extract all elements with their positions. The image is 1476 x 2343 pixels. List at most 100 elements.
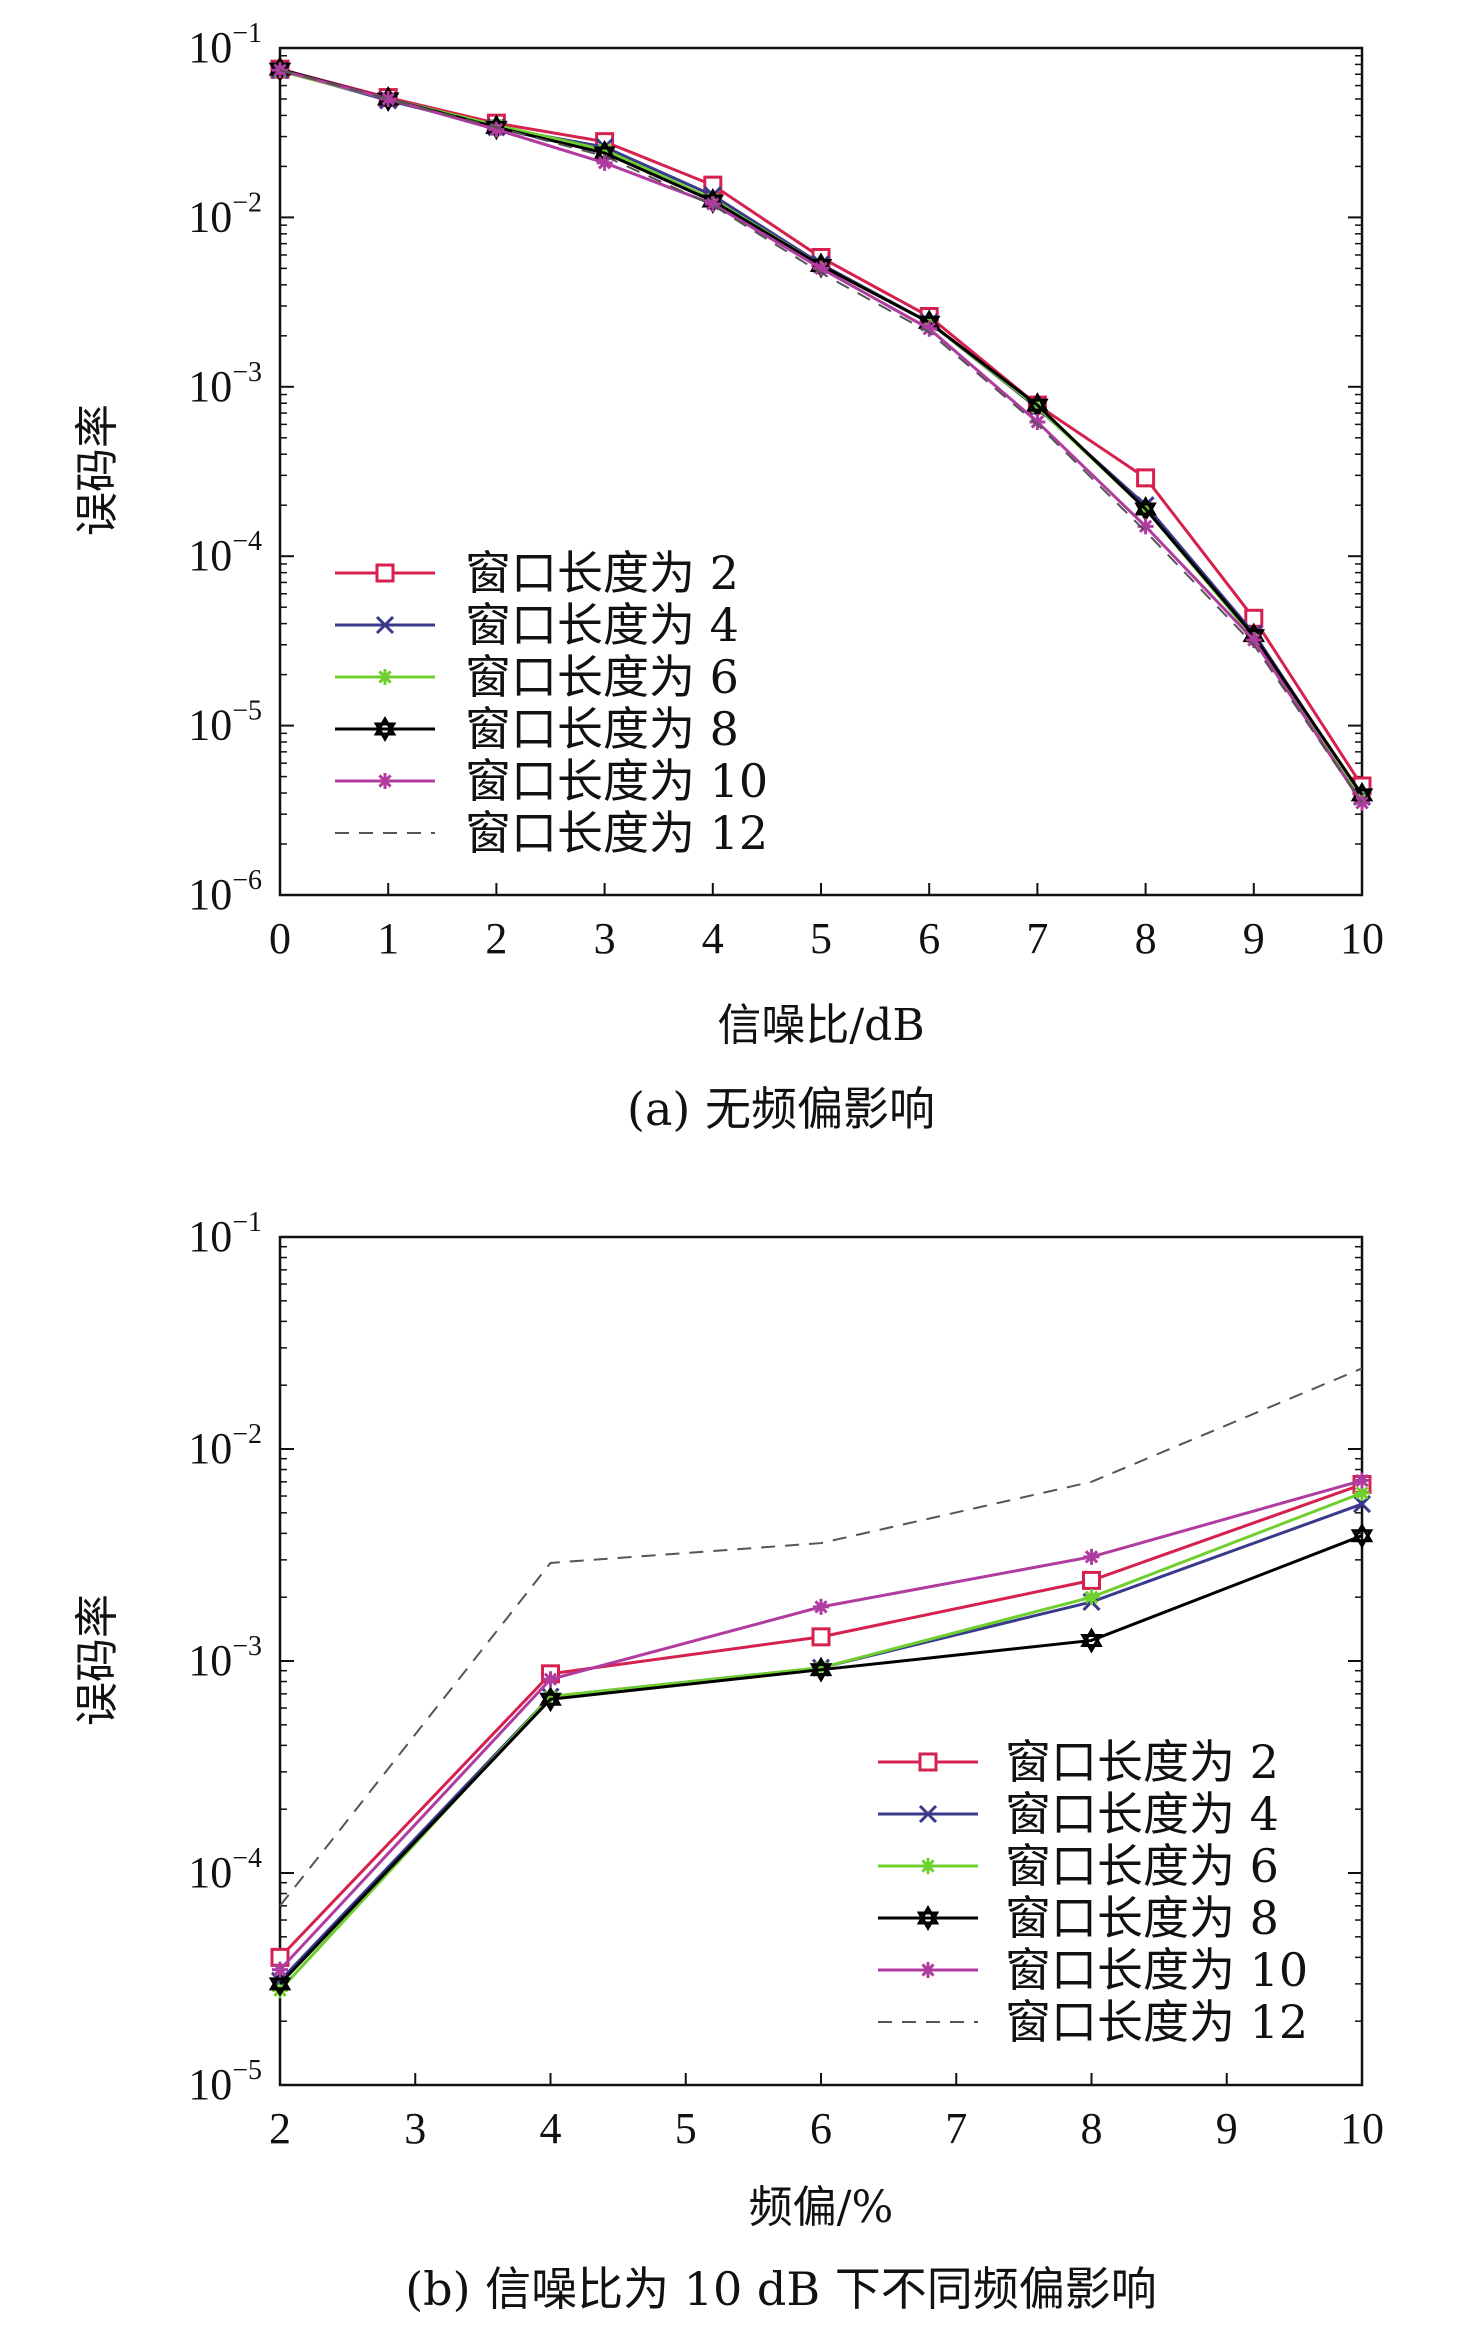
- legend-label: 窗口长度为 10: [1005, 1943, 1308, 1997]
- series-line: [279, 69, 1363, 804]
- data-point: [1083, 1548, 1100, 1565]
- data-point: [1354, 794, 1370, 811]
- legend-marker: [375, 563, 395, 583]
- x-tick-label: 8: [1135, 914, 1157, 963]
- data-point: [813, 1598, 829, 1615]
- x-tick-label: 9: [1216, 2104, 1238, 2153]
- series-5: [279, 1367, 1363, 1907]
- y-tick-label: 10−2: [188, 1419, 262, 1473]
- legend-marker: [918, 1752, 938, 1772]
- series-line: [278, 1534, 1363, 1985]
- data-point: [1029, 413, 1046, 430]
- data-point: [1354, 1472, 1370, 1489]
- data-point: [268, 1970, 292, 1997]
- chart-a: 0 1 2 3 4 5 6 7 8 9 10 10−1 10−2 10−3 10−4 10−5 10−6 误码率信…: [72, 18, 1384, 1136]
- series-line: [279, 68, 1364, 804]
- data-point: [1083, 1589, 1100, 1606]
- x-tick-label: 8: [1081, 2104, 1103, 2153]
- data-point: [1245, 632, 1262, 649]
- series-5: [279, 69, 1363, 804]
- x-tick-label: 0: [269, 914, 291, 963]
- legend-label: 窗口长度为 8: [1005, 1891, 1279, 1945]
- series-3: [268, 56, 1374, 808]
- x-tick-label: 6: [810, 2104, 832, 2153]
- y-tick-label: 10−3: [188, 357, 262, 411]
- x-tick-label: 1: [377, 914, 399, 963]
- series-4: [272, 62, 1370, 811]
- series-4: [272, 1472, 1370, 1978]
- y-tick-label: 10−5: [188, 2055, 262, 2109]
- x-axis-label: 信噪比/dB: [717, 1000, 924, 1051]
- legend-label: 窗口长度为 2: [1005, 1735, 1279, 1789]
- data-point: [813, 260, 829, 277]
- legend-label: 窗口长度为 4: [1005, 1787, 1279, 1841]
- series-2: [272, 63, 1370, 807]
- legend-label: 窗口长度为 4: [465, 598, 739, 652]
- series-0: [270, 59, 1372, 796]
- series-line: [279, 1367, 1363, 1907]
- x-tick-label: 5: [810, 914, 832, 963]
- data-point: [1137, 518, 1154, 535]
- data-point: [813, 1659, 829, 1676]
- legend-marker: [918, 1804, 938, 1824]
- data-point: [811, 1627, 831, 1647]
- series-line: [279, 67, 1364, 796]
- series-line: [279, 68, 1364, 798]
- x-tick-label: 2: [269, 2104, 291, 2153]
- x-tick-label: 4: [540, 2104, 562, 2153]
- x-axis-label: 频偏/%: [749, 2182, 894, 2233]
- x-tick-label: 5: [675, 2104, 697, 2153]
- data-point: [488, 121, 505, 138]
- series-1: [270, 61, 1372, 806]
- legend-label: 窗口长度为 6: [1005, 1839, 1279, 1893]
- y-tick-label: 10−4: [188, 1843, 262, 1897]
- data-point: [1082, 1570, 1101, 1590]
- series-3: [268, 1522, 1374, 1997]
- legend-marker: [916, 1905, 940, 1931]
- data-point: [704, 195, 721, 212]
- figure-caption: (b) 信噪比为 10 dB 下不同频偏影响: [405, 2262, 1157, 2316]
- legend-marker: [920, 1858, 936, 1874]
- legend-label: 窗口长度为 10: [465, 754, 768, 808]
- series-line: [279, 67, 1364, 787]
- data-point: [542, 1688, 559, 1705]
- data-point: [809, 1656, 833, 1683]
- data-point: [380, 90, 397, 107]
- legend-label: 窗口长度为 12: [465, 806, 768, 860]
- y-tick-label: 10−1: [188, 1207, 262, 1261]
- figure-caption: (a) 无频偏影响: [627, 1082, 935, 1136]
- data-point: [539, 1686, 562, 1713]
- data-point: [542, 1671, 559, 1688]
- legend-marker: [377, 669, 393, 685]
- legend-marker: [375, 615, 395, 635]
- x-tick-label: 10: [1340, 914, 1384, 963]
- legend-label: 窗口长度为 6: [465, 650, 739, 704]
- data-point: [272, 62, 288, 79]
- data-point: [1350, 1522, 1374, 1549]
- data-point: [1354, 1485, 1370, 1502]
- data-point: [1134, 495, 1157, 522]
- y-tick-label: 10−2: [188, 187, 262, 241]
- y-tick-label: 10−3: [188, 1631, 262, 1685]
- data-point: [1136, 468, 1156, 488]
- y-axis-label: 误码率: [72, 404, 123, 536]
- legend-marker: [377, 773, 393, 789]
- x-tick-label: 9: [1243, 914, 1265, 963]
- legend-marker: [920, 1962, 936, 1978]
- data-point: [596, 141, 613, 158]
- legend-label: 窗口长度为 2: [465, 546, 739, 600]
- data-point: [1080, 1627, 1103, 1654]
- y-tick-label: 10−6: [188, 865, 262, 919]
- x-tick-label: 10: [1340, 2104, 1384, 2153]
- x-tick-label: 4: [702, 914, 724, 963]
- legend-label: 窗口长度为 12: [1005, 1995, 1308, 2049]
- legend-marker: [373, 715, 397, 743]
- data-point: [596, 154, 613, 171]
- y-tick-label: 10−5: [188, 696, 262, 750]
- x-tick-label: 3: [404, 2104, 426, 2153]
- legend-label: 窗口长度为 8: [465, 702, 739, 756]
